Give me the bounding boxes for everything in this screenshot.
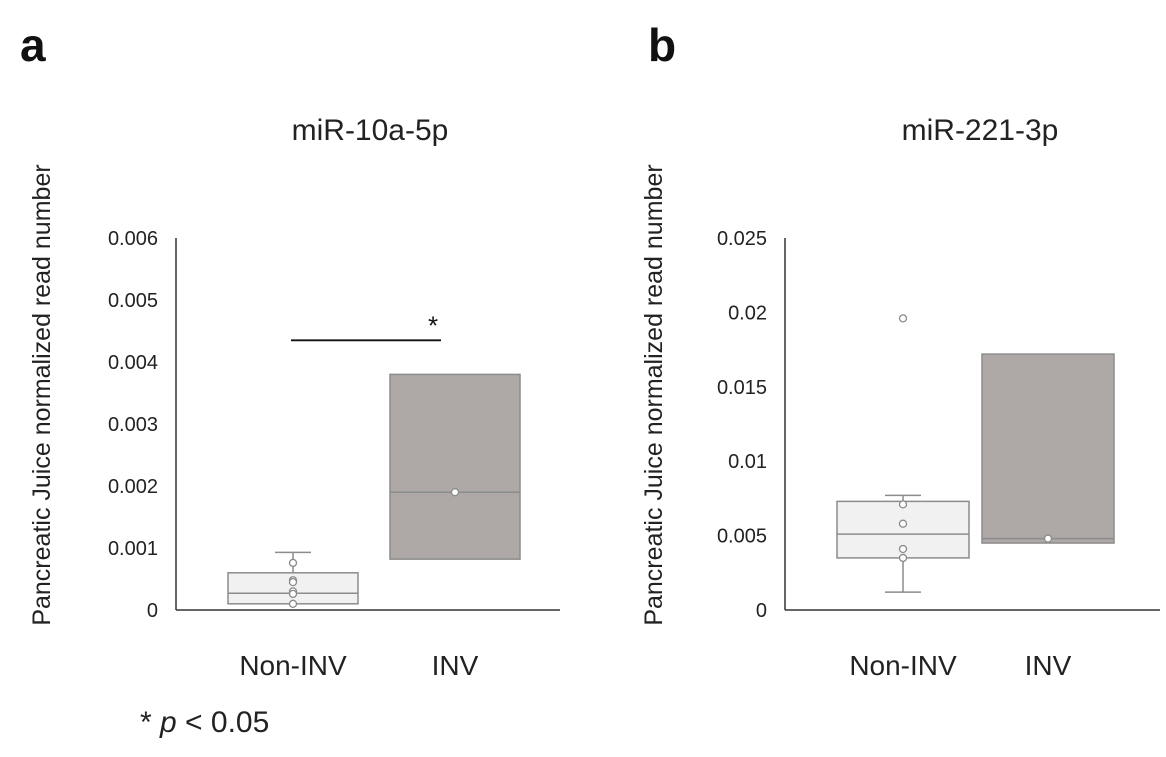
chart-2-title: miR-221-3p	[902, 114, 1059, 147]
chart-2-y-tick-label: 0.01	[728, 451, 767, 473]
chart-1-data-point	[288, 577, 298, 587]
chart-2-data-point	[898, 553, 908, 563]
chart-2-data-point	[898, 519, 908, 528]
chart-1-significance-star: *	[428, 310, 438, 340]
chart-2-data-point	[898, 500, 908, 509]
chart-1-y-tick-label: 0.005	[108, 290, 158, 312]
chart-1-data-point	[450, 488, 460, 497]
chart-1-y-axis-label: Pancreatic Juice normalized read number	[28, 164, 56, 625]
panel-letter-a: a	[20, 19, 46, 71]
chart-2-category-label: INV	[1025, 650, 1072, 681]
footnote-p: p	[160, 706, 177, 739]
chart-2-box-inv	[981, 353, 1115, 544]
panel-letter-b: b	[648, 19, 677, 71]
chart-2-y-tick-label: 0.005	[717, 526, 767, 548]
chart-1-data-point	[288, 589, 298, 599]
chart-1-y-tick-label: 0.006	[108, 228, 158, 250]
chart-1-y-tick-label: 0.002	[108, 476, 158, 498]
chart-2-data-point	[898, 314, 908, 323]
chart-2-y-tick-label: 0.025	[717, 228, 767, 250]
chart-1-box-inv	[389, 373, 521, 560]
chart-2-category-label: Non-INV	[849, 650, 957, 681]
footnote-star: *	[140, 706, 152, 739]
chart-2-y-tick-label: 0	[756, 600, 767, 622]
chart-2-data-point	[898, 544, 908, 554]
chart-1-y-tick-label: 0.004	[108, 352, 158, 374]
chart-1-data-point	[288, 558, 298, 568]
chart-2-y-axis-label: Pancreatic Juice normalized read number	[640, 164, 668, 625]
chart-1-y-tick-label: 0.001	[108, 538, 158, 560]
chart-2-y-tick-label: 0.015	[717, 377, 767, 399]
chart-2-y-tick-label: 0.02	[728, 302, 767, 324]
significance-footnote: * p < 0.05	[140, 706, 269, 740]
chart-1-y-tick-label: 0.003	[108, 414, 158, 436]
chart-1-title: miR-10a-5p	[292, 114, 449, 147]
chart-1-category-label: Non-INV	[239, 650, 347, 681]
chart-1-y-tick-label: 0	[147, 600, 158, 622]
footnote-threshold: < 0.05	[176, 706, 270, 739]
chart-1-data-point	[288, 599, 298, 608]
chart-2-data-point	[1043, 534, 1053, 543]
chart-1-category-label: INV	[432, 650, 479, 681]
